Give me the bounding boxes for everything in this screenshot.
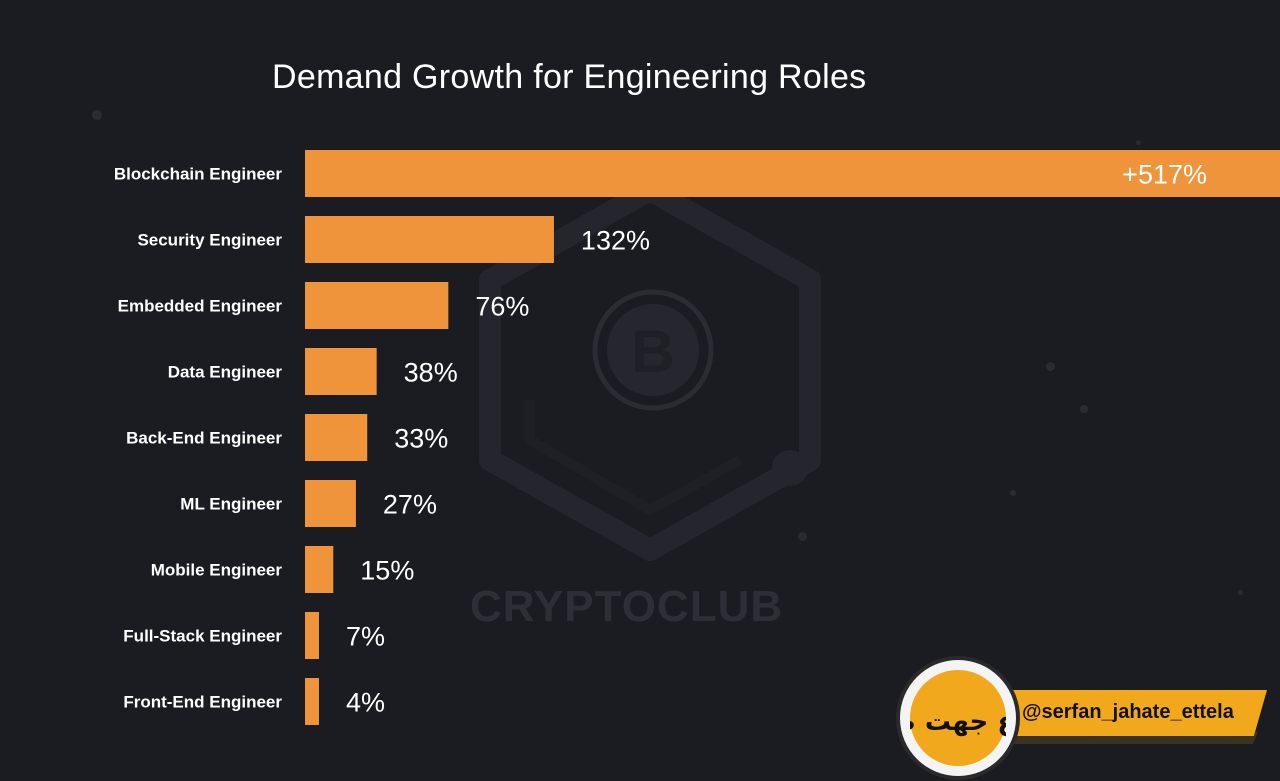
badge-logo-text: اطلاع جهت صرفا bbox=[910, 707, 1006, 737]
bar-front-end-engineer bbox=[305, 678, 319, 725]
badge-logo-fill bbox=[910, 670, 1006, 766]
category-label: Security Engineer bbox=[137, 231, 282, 250]
value-label: 7% bbox=[346, 622, 385, 652]
category-label: Mobile Engineer bbox=[151, 561, 283, 580]
bar-full-stack-engineer bbox=[305, 612, 319, 659]
category-label: Data Engineer bbox=[168, 363, 283, 382]
value-label: +517% bbox=[1122, 160, 1207, 190]
bar-mobile-engineer bbox=[305, 546, 334, 593]
value-label: 15% bbox=[360, 556, 414, 586]
background-speck bbox=[92, 110, 102, 120]
bar-security-engineer bbox=[305, 216, 554, 263]
chart-title: Demand Growth for Engineering Roles bbox=[272, 58, 867, 96]
category-label: Back-End Engineer bbox=[126, 429, 282, 448]
badge-banner bbox=[1005, 690, 1267, 736]
value-label: 27% bbox=[383, 490, 437, 520]
value-label: 4% bbox=[346, 688, 385, 718]
value-label: 33% bbox=[394, 424, 448, 454]
value-label: 76% bbox=[475, 292, 529, 322]
source-badge: @serfan_jahate_ettela اطلاع جهت صرفا bbox=[900, 660, 1280, 781]
bar-data-engineer bbox=[305, 348, 377, 395]
category-label: Full-Stack Engineer bbox=[123, 627, 282, 646]
category-label: ML Engineer bbox=[180, 495, 282, 514]
cryptoclub-watermark: B bbox=[479, 179, 821, 561]
background-speck bbox=[1010, 490, 1016, 496]
watermark-text: CRYPTOCLUB bbox=[470, 582, 784, 631]
svg-text:B: B bbox=[631, 318, 674, 385]
bar-back-end-engineer bbox=[305, 414, 368, 461]
background-speck bbox=[798, 532, 807, 541]
background-speck bbox=[1136, 140, 1141, 145]
category-label: Embedded Engineer bbox=[118, 297, 283, 316]
bar-blockchain-engineer bbox=[305, 150, 1280, 197]
bar-embedded-engineer bbox=[305, 282, 449, 329]
value-label: 38% bbox=[404, 358, 458, 388]
bitcoin-icon: B bbox=[592, 289, 714, 411]
bar-ml-engineer bbox=[305, 480, 356, 527]
background-speck bbox=[1046, 362, 1055, 371]
background-speck bbox=[1238, 590, 1243, 595]
badge-handle: @serfan_jahate_ettela bbox=[1022, 701, 1234, 723]
calligraphy-logo-icon: اطلاع جهت صرفا bbox=[910, 707, 1006, 737]
category-label: Front-End Engineer bbox=[123, 693, 282, 712]
background-speck bbox=[1080, 405, 1088, 413]
category-label: Blockchain Engineer bbox=[114, 165, 283, 184]
value-label: 132% bbox=[581, 226, 650, 256]
badge-logo: اطلاع جهت صرفا bbox=[900, 660, 1016, 776]
